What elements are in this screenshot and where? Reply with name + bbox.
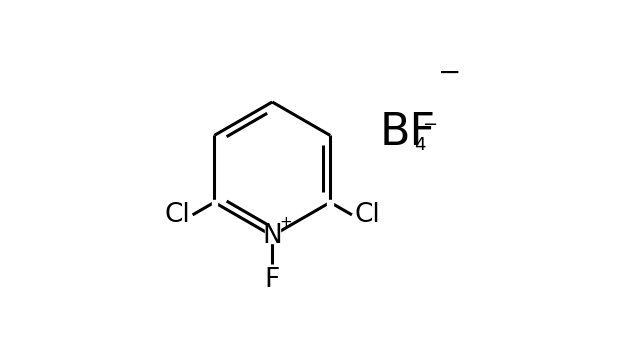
Text: Cl: Cl xyxy=(354,202,380,228)
Text: −: − xyxy=(438,59,461,87)
Bar xyxy=(212,199,217,205)
Text: BF: BF xyxy=(380,111,436,154)
Text: Cl: Cl xyxy=(164,202,190,228)
Bar xyxy=(328,199,333,205)
Text: N: N xyxy=(262,223,282,249)
Text: 4: 4 xyxy=(415,136,426,154)
Text: −: − xyxy=(422,116,437,134)
Bar xyxy=(264,228,280,243)
Text: F: F xyxy=(264,267,280,293)
Text: +: + xyxy=(279,215,292,230)
